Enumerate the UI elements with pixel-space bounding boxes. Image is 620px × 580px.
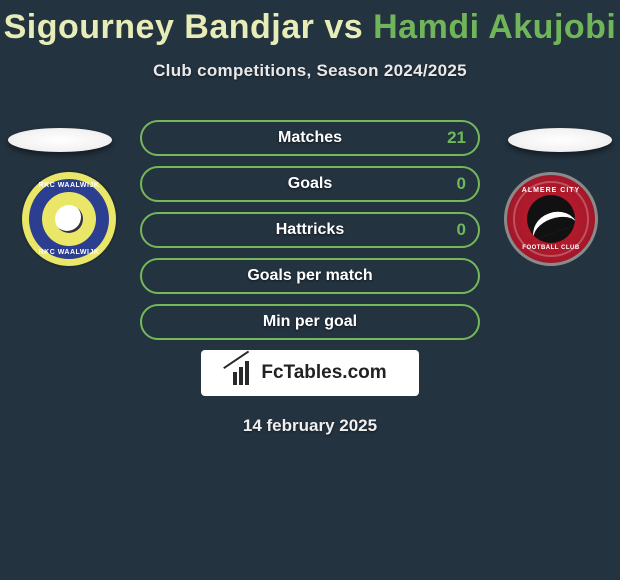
almere-ring-text-top: ALMERE CITY [522,187,580,194]
stat-label: Min per goal [263,313,357,331]
rkc-ring-text-bottom: RKC WAALWIJK [39,249,100,256]
player1-name: Sigourney Bandjar [4,8,315,46]
stat-value-right: 0 [457,174,466,194]
comparison-date: 14 february 2025 [138,416,482,436]
fctables-brand[interactable]: FcTables.com [201,350,419,396]
right-name-plate [508,128,612,152]
stat-row-goals: Goals 0 [140,166,480,202]
stat-label: Hattricks [276,221,344,239]
fctables-chart-icon [233,361,255,385]
stat-row-hattricks: Hattricks 0 [140,212,480,248]
stat-row-matches: Matches 21 [140,120,480,156]
stat-label: Goals [288,175,332,193]
stat-row-goals-per-match: Goals per match [140,258,480,294]
stat-value-right: 0 [457,220,466,240]
almere-ring-text-bottom: FOOTBALL CLUB [522,245,579,251]
stats-block: Matches 21 Goals 0 Hattricks 0 Goals per… [138,120,482,436]
comparison-title: Sigourney Bandjar vs Hamdi Akujobi [0,0,620,47]
stat-row-min-per-goal: Min per goal [140,304,480,340]
left-name-plate [8,128,112,152]
rkc-ring-text-top: RKC WAALWIJK [39,182,100,189]
stat-value-right: 21 [447,128,466,148]
stat-label: Matches [278,129,342,147]
vs-text: vs [324,8,363,46]
player2-name: Hamdi Akujobi [373,8,616,46]
rkc-waalwijk-crest: RKC WAALWIJK RKC WAALWIJK [22,172,116,266]
season-subtitle: Club competitions, Season 2024/2025 [0,61,620,81]
stat-label: Goals per match [247,267,372,285]
almere-city-crest: ALMERE CITY FOOTBALL CLUB [504,172,598,266]
fctables-brand-text: FcTables.com [261,362,386,384]
